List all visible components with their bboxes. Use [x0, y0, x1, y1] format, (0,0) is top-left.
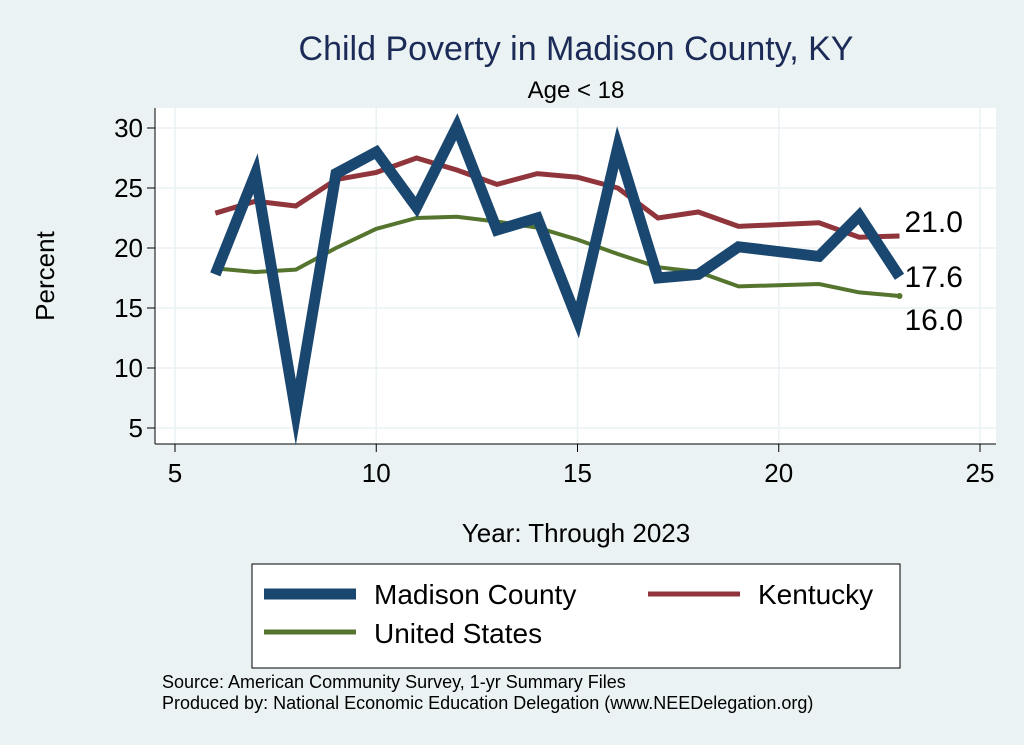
series-line-kentucky: [214, 155, 900, 240]
y-tick-label: 10: [114, 353, 143, 383]
end-value-label-kentucky: 21.0: [905, 206, 963, 239]
y-tick-label: 30: [114, 113, 143, 143]
chart-title: Child Poverty in Madison County, KY: [299, 30, 854, 68]
x-axis-label: Year: Through 2023: [462, 518, 690, 548]
chart-subtitle: Age < 18: [528, 77, 625, 104]
end-value-label-united-states: 16.0: [905, 304, 963, 337]
y-tick-label: 15: [114, 293, 143, 323]
producer-note: Produced by: National Economic Education…: [162, 693, 813, 713]
series-line-madison-county: [210, 113, 905, 446]
axis-layer: 5 10 15 20 25 30 5 10 15 20 25: [114, 108, 996, 488]
legend-label-madison-county: Madison County: [374, 579, 576, 610]
y-axis-label: Percent: [30, 230, 60, 320]
legend: Madison County Kentucky United States: [251, 563, 901, 669]
y-tick-label: 20: [114, 233, 143, 263]
x-tick-label: 5: [168, 458, 182, 488]
end-label-layer: 17.6 21.0 16.0: [905, 206, 963, 337]
plot-area: [155, 108, 996, 444]
end-value-label-madison-county: 17.6: [905, 261, 963, 294]
x-tick-label: 15: [563, 458, 592, 488]
y-tick-label: 5: [129, 413, 143, 443]
legend-label-kentucky: Kentucky: [758, 579, 873, 610]
series-layer: [210, 113, 905, 446]
legend-box: [251, 563, 901, 669]
y-tick-label: 25: [114, 173, 143, 203]
x-tick-label: 10: [362, 458, 391, 488]
x-tick-label: 25: [966, 458, 995, 488]
source-note: Source: American Community Survey, 1-yr …: [162, 672, 626, 692]
x-tick-label: 20: [764, 458, 793, 488]
series-endpoint-united-states: [896, 293, 903, 299]
legend-label-united-states: United States: [374, 618, 542, 649]
